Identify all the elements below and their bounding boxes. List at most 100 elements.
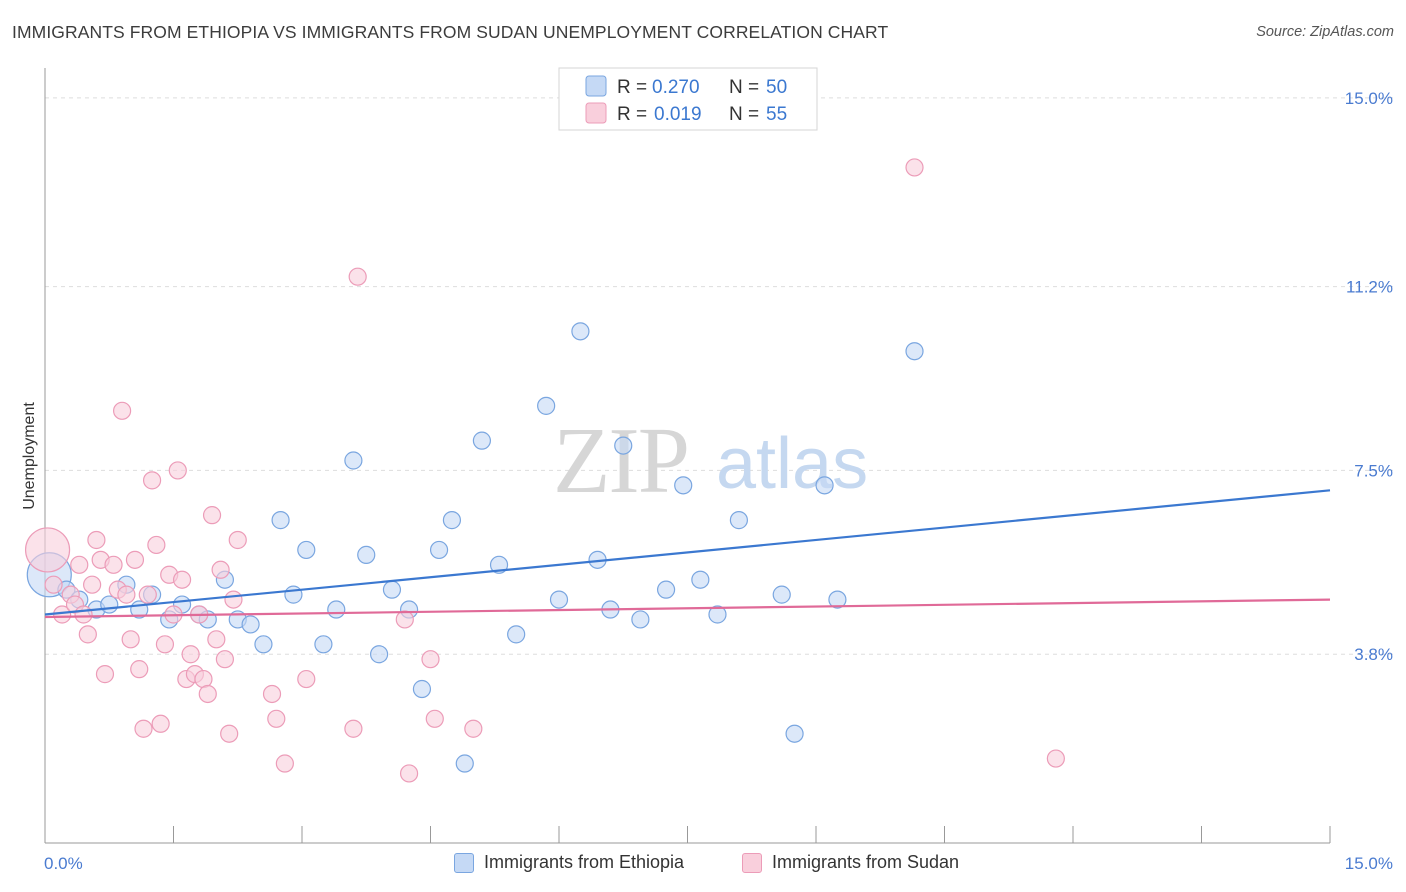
y-tick-label: 3.8% — [1354, 645, 1393, 664]
sudan-point — [267, 709, 286, 728]
ethiopia-point — [455, 754, 474, 773]
ethiopia-point — [614, 436, 633, 455]
tick-labels: 3.8% 7.5% 11.2% 15.0% 0.0% 15.0% — [44, 89, 1393, 873]
sudan-point — [399, 764, 419, 783]
ethiopia-point — [429, 540, 449, 560]
sudan-point — [125, 550, 145, 569]
sudan-point — [147, 535, 166, 555]
sudan-point — [172, 570, 192, 589]
source-label: Source: ZipAtlas.com — [1256, 24, 1394, 40]
ethiopia-point — [100, 595, 119, 614]
legend-swatch-ethiopia — [585, 75, 607, 97]
sudan-point — [104, 555, 123, 574]
sudan-point — [83, 575, 102, 594]
sudan-trend-line — [44, 598, 1331, 619]
bottom-legend-sudan[interactable]: Immigrants from Sudan — [742, 852, 959, 873]
sudan-point — [348, 267, 367, 286]
sudan-point — [198, 684, 217, 704]
sudan-point — [121, 630, 140, 649]
ethiopia-point — [297, 540, 316, 560]
legend-row-sudan: R = 0.019 N = 55 — [585, 102, 787, 125]
ethiopia-point — [828, 590, 847, 609]
legend-n-value: 55 — [766, 104, 787, 125]
sudan-point — [1046, 749, 1065, 768]
sudan-point — [421, 650, 440, 669]
ethiopia-point — [284, 585, 303, 604]
legend-r-value: 0.019 — [654, 104, 702, 125]
x-tick-label: 0.0% — [44, 854, 83, 873]
sudan-point — [142, 471, 162, 490]
sudan-point — [117, 585, 136, 604]
sudan-point — [202, 506, 222, 525]
ethiopia-point — [537, 396, 556, 415]
legend: R = 0.270 N = 50 R = 0.019 N = 55 — [558, 67, 818, 131]
sudan-point — [87, 530, 106, 550]
sudan-point — [344, 719, 363, 738]
sudan-point — [138, 585, 157, 604]
sudan-point — [70, 555, 89, 574]
sudan-point — [151, 714, 170, 733]
ethiopia-point — [271, 511, 290, 530]
ethiopia-point — [254, 635, 273, 654]
ethiopia-point — [785, 724, 804, 743]
sudan-point — [74, 605, 93, 624]
ethiopia-point — [905, 342, 924, 361]
ethiopia-point — [314, 635, 333, 654]
y-axis-label: Unemployment — [21, 402, 38, 510]
y-tick-label: 7.5% — [1354, 461, 1393, 480]
sudan-point — [211, 560, 230, 579]
ethiopia-point — [656, 580, 676, 599]
legend-row-ethiopia: R = 0.270 N = 50 — [585, 75, 787, 98]
legend-r-label: R = — [617, 104, 647, 125]
x-tick-label: 15.0% — [1345, 854, 1393, 873]
ethiopia-point — [549, 590, 569, 609]
chart-title: IMMIGRANTS FROM ETHIOPIA VS IMMIGRANTS F… — [12, 22, 889, 42]
data-points — [24, 158, 1065, 783]
ethiopia-point — [729, 511, 749, 530]
sudan-point — [215, 650, 234, 669]
sudan-point — [155, 635, 175, 654]
ethiopia-point — [442, 511, 462, 530]
ethiopia-point — [472, 431, 491, 450]
y-tick-label: 11.2% — [1346, 278, 1393, 297]
sudan-point — [207, 630, 226, 649]
ethiopia-point — [691, 570, 710, 589]
sudan-point — [297, 669, 316, 689]
sudan-point — [194, 669, 213, 689]
legend-r-value: 0.270 — [652, 77, 700, 98]
bottom-legend-swatch-ethiopia — [454, 852, 474, 873]
axes — [44, 68, 1331, 844]
legend-n-label: N = — [729, 77, 759, 98]
watermark-atlas: atlas — [716, 424, 868, 504]
sudan-point — [464, 719, 483, 738]
sudan-point — [112, 401, 132, 420]
sudan-point — [395, 610, 414, 629]
sudan-point — [130, 660, 149, 679]
sudan-point — [181, 645, 200, 664]
trend-lines — [44, 489, 1331, 619]
bottom-legend: Immigrants from Ethiopia Immigrants from… — [0, 852, 1406, 878]
ethiopia-point — [507, 625, 526, 644]
watermark: ZIP atlas — [553, 409, 868, 513]
sudan-point — [220, 724, 239, 743]
ethiopia-point — [489, 555, 509, 574]
sudan-point — [425, 709, 444, 728]
sudan-point — [228, 530, 247, 550]
bottom-legend-label-ethiopia: Immigrants from Ethiopia — [484, 852, 685, 872]
watermark-zip: ZIP — [553, 409, 688, 513]
sudan-point — [275, 754, 294, 773]
ethiopia-trend-line — [44, 489, 1331, 616]
sudan-point — [95, 665, 115, 684]
ethiopia-point — [772, 585, 791, 604]
ethiopia-point — [382, 580, 402, 599]
ethiopia-point — [327, 600, 346, 619]
ethiopia-point — [815, 476, 834, 495]
ethiopia-point — [370, 645, 389, 664]
sudan-point — [44, 575, 63, 594]
bottom-legend-ethiopia[interactable]: Immigrants from Ethiopia — [454, 852, 684, 873]
legend-n-label: N = — [729, 104, 759, 125]
ethiopia-point — [631, 610, 650, 629]
ethiopia-point — [344, 451, 363, 470]
sudan-point — [78, 625, 97, 644]
